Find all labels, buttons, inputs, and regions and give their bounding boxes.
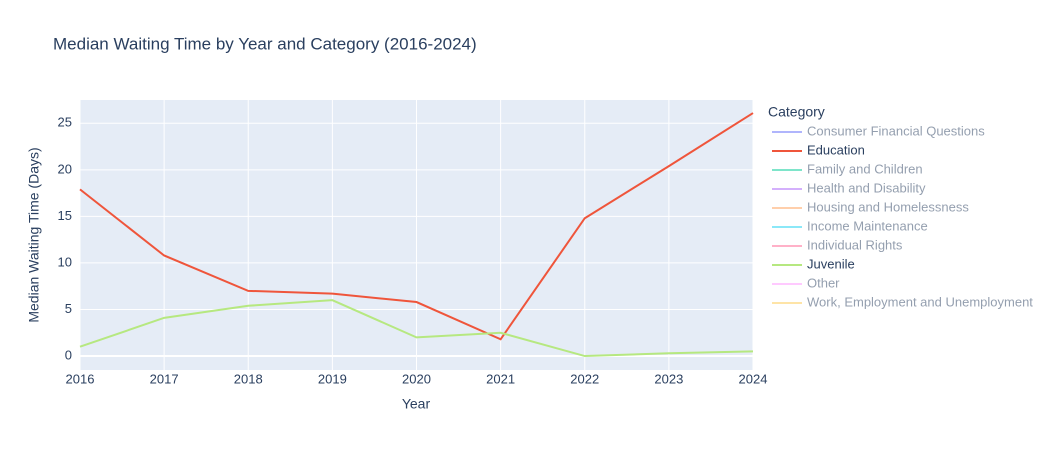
x-tick-label: 2018 (234, 371, 263, 386)
y-tick-label: 5 (65, 301, 72, 316)
legend-label: Work, Employment and Unemployment (807, 294, 1033, 309)
legend-label: Juvenile (807, 256, 855, 271)
legend-item[interactable]: Housing and Homelessness (772, 199, 969, 214)
x-tick-label: 2021 (486, 371, 515, 386)
x-tick-label: 2016 (66, 371, 95, 386)
y-tick-label: 10 (58, 254, 72, 269)
y-tick-label: 20 (58, 161, 72, 176)
y-axis-title: Median Waiting Time (Days) (26, 147, 42, 322)
legend-label: Individual Rights (807, 237, 903, 252)
y-tick-label: 25 (58, 115, 72, 130)
y-tick-label: 0 (65, 347, 72, 362)
x-tick-label: 2022 (570, 371, 599, 386)
x-tick-label: 2017 (150, 371, 179, 386)
legend-item[interactable]: Education (772, 142, 865, 157)
chart-title: Median Waiting Time by Year and Category… (53, 34, 477, 53)
legend-item[interactable]: Health and Disability (772, 180, 926, 195)
y-tick-label: 15 (58, 208, 72, 223)
legend-label: Consumer Financial Questions (807, 123, 985, 138)
legend-item[interactable]: Other (772, 275, 840, 290)
legend-label: Education (807, 142, 865, 157)
legend-item[interactable]: Juvenile (772, 256, 855, 271)
x-axis-title: Year (402, 396, 431, 412)
legend-item[interactable]: Individual Rights (772, 237, 903, 252)
data-line (79, 299, 754, 358)
legend-label: Family and Children (807, 161, 923, 176)
legend-label: Housing and Homelessness (807, 199, 969, 214)
legend-item[interactable]: Income Maintenance (772, 218, 928, 233)
legend-label: Health and Disability (807, 180, 926, 195)
legend-label: Income Maintenance (807, 218, 928, 233)
x-tick-label: 2019 (318, 371, 347, 386)
x-tick-label: 2024 (739, 371, 768, 386)
legend-title: Category (768, 104, 825, 120)
legend-label: Other (807, 275, 840, 290)
legend-item[interactable]: Work, Employment and Unemployment (772, 294, 1033, 309)
legend-item[interactable]: Family and Children (772, 161, 923, 176)
x-tick-label: 2023 (654, 371, 683, 386)
x-tick-label: 2020 (402, 371, 431, 386)
data-line (79, 112, 754, 341)
legend-item[interactable]: Consumer Financial Questions (772, 123, 985, 138)
